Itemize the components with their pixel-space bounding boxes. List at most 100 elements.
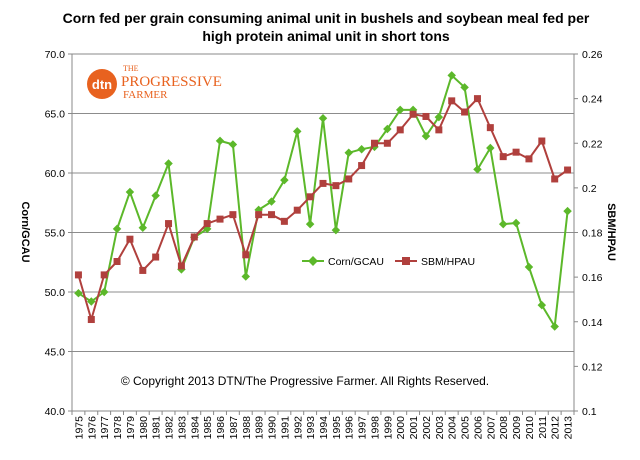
corn-data-point [241,272,251,281]
sbm-data-point [564,166,572,174]
sbm-data-point [383,139,391,147]
x-tick-label: 2010 [524,416,536,440]
y-left-tick-label: 45.0 [45,347,66,359]
sbm-data-point [525,155,533,163]
y-axis-left-ticks: 40.0 45.0 50.0 55.0 60.0 65.0 70.0 [45,49,72,418]
x-tick-label: 1992 [292,416,304,440]
sbm-data-point [358,162,366,170]
sbm-data-point [370,139,378,147]
sbm-data-point [409,110,417,118]
x-tick-label: 1981 [151,416,163,440]
corn-data-point [511,218,521,228]
x-tick-label: 1990 [267,416,279,440]
logo-the: THE [123,64,139,73]
sbm-data-point [242,251,250,259]
series-line-sbm [77,97,569,321]
sbm-data-point [126,235,134,243]
y-right-tick-label: 0.12 [582,361,603,373]
sbm-data-point [255,211,263,219]
y-axis-right-label: SBM/HPAU [605,203,617,261]
x-tick-label: 1985 [202,416,214,440]
x-tick-label: 1998 [369,416,381,440]
sbm-data-point [396,126,404,134]
x-tick-label: 1976 [86,416,98,440]
x-tick-label: 1977 [99,416,111,440]
legend-corn-label: Corn/GCAU [328,256,384,268]
corn-data-point [563,206,572,216]
corn-data-point [164,159,173,168]
x-tick-label: 2005 [460,416,472,440]
y-left-tick-label: 70.0 [45,49,66,61]
chart-title-line-2: high protein animal unit in short tons [202,28,450,44]
sbm-data-point [74,271,82,279]
x-tick-label: 1975 [73,416,85,440]
corn-data-point [357,144,366,154]
gridlines [72,53,574,412]
y-right-tick-label: 0.26 [582,49,603,61]
sbm-data-point [306,193,314,201]
x-tick-label: 1993 [305,416,317,440]
legend-sbm-label: SBM/HPAU [421,256,475,268]
legend-corn-marker [308,256,318,266]
sbm-data-point [486,124,494,132]
corn-data-point [344,148,353,158]
sbm-data-point [551,175,559,183]
corn-data-point [434,112,444,122]
sbm-data-point [229,211,237,219]
corn-data-point [318,114,328,123]
corn-data-point [537,300,547,310]
x-tick-label: 1997 [357,416,369,440]
sbm-data-point [165,220,173,228]
sbm-data-point [473,95,481,103]
corn-data-point [305,219,315,229]
sbm-data-point [448,97,456,105]
corn-data-point [112,224,122,234]
x-tick-label: 2007 [485,416,497,440]
sbm-data-point [538,137,546,145]
corn-data-point [151,191,160,200]
y-right-tick-label: 0.14 [582,317,603,329]
x-tick-label: 1983 [176,416,188,440]
sbm-data-point [190,233,198,241]
legend: Corn/GCAU SBM/HPAU [302,256,475,268]
corn-data-point [215,136,225,146]
dtn-progressive-farmer-logo: dtn THE PROGRESSIVE FARMER [87,64,222,101]
x-tick-label: 1982 [164,416,176,440]
x-tick-label: 2000 [395,416,407,440]
sbm-data-point [293,206,301,214]
sbm-data-point [139,266,147,274]
y-axis-left-label: Corn/GCAU [19,201,31,262]
sbm-data-point [332,182,340,190]
corn-data-point [228,140,238,149]
corn-data-point [486,143,495,153]
x-tick-label: 1979 [125,416,137,440]
corn-data-point [99,287,109,297]
corn-data-point [74,288,83,298]
corn-data-point [383,124,392,134]
x-tick-label: 2002 [421,416,433,440]
y-left-tick-label: 40.0 [45,406,66,418]
x-tick-label: 2011 [537,416,549,439]
sbm-data-point [512,148,520,156]
y-left-tick-label: 50.0 [45,287,66,299]
corn-data-point [138,223,148,232]
x-tick-label: 2013 [563,416,575,440]
sbm-data-point [87,316,95,324]
x-tick-label: 1986 [215,416,227,440]
x-tick-label: 2004 [447,416,459,440]
sbm-data-point [152,253,160,261]
sbm-data-point [499,153,507,161]
corn-data-point [473,165,482,174]
sbm-data-point [435,126,443,134]
y-right-tick-label: 0.2 [582,183,597,195]
corn-data-point [421,131,431,141]
x-tick-label: 1991 [279,416,291,440]
legend-sbm-marker [402,257,410,265]
x-tick-label: 1999 [382,416,394,440]
corn-data-point [280,175,289,185]
logo-progressive: PROGRESSIVE [121,74,222,90]
sbm-data-point [177,262,185,270]
y-axis-right-ticks: 0.1 0.12 0.14 0.16 0.18 0.2 0.22 0.24 0.26 [574,49,603,418]
logo-farmer: FARMER [123,89,168,101]
